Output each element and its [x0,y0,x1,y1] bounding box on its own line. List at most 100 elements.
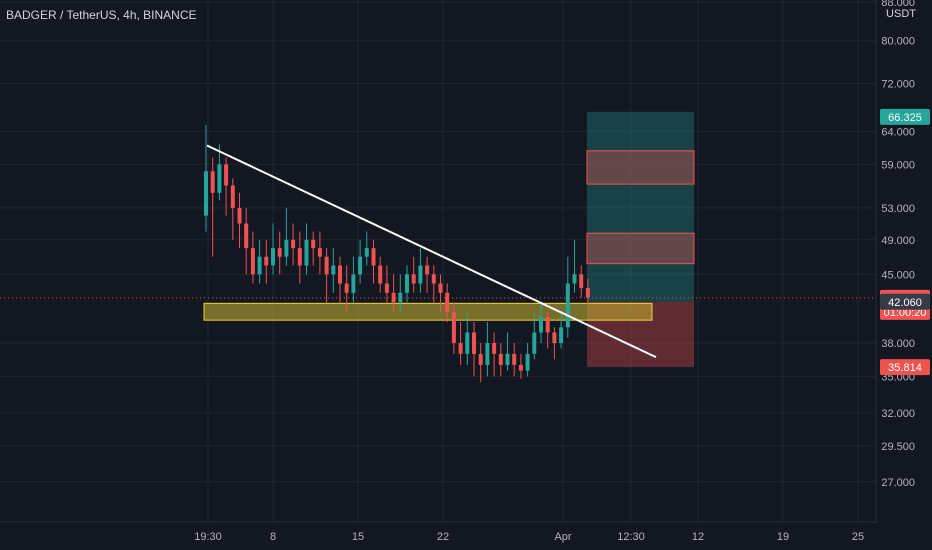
y-axis-bg [876,0,932,550]
candle-44 [498,353,503,365]
candle-57 [585,288,590,298]
candle-6 [244,223,249,249]
price-badge-label: 35.814 [888,362,922,374]
candle-32 [418,265,423,284]
x-tick-label: 22 [437,531,449,543]
x-tick-label: 19 [777,531,789,543]
price-badge-label: 66.325 [888,112,922,124]
y-tick-label: 49.000 [881,235,915,247]
x-axis[interactable]: 19:30 8 15 22 Apr 12:30 12 19 25 [0,521,932,550]
candle-34 [431,274,436,284]
candle-43 [492,343,497,354]
price-badge-bg [880,293,930,310]
y-tick-label: 59.000 [881,159,915,171]
candle-10 [271,248,275,266]
y-tick-label: 72.000 [881,78,915,90]
candle-19 [331,265,336,275]
trendline [206,144,657,359]
y-axis[interactable]: 88.000 80.000 72.000 64.000 59.000 53.000 49.0… [875,0,932,550]
candle-53 [559,327,564,344]
candle-15 [304,239,309,266]
candle-26 [378,265,383,284]
candle-13 [291,239,296,249]
candle-5 [237,207,242,224]
y-tick-label: 64.000 [881,126,915,138]
candle-18 [324,256,329,275]
candle-16 [311,239,316,249]
candle-54 [565,283,570,328]
price-badge-bg [880,108,930,125]
candle-36 [445,292,450,313]
x-tick-label: 19:30 [194,531,222,543]
highlight-box-1 [586,232,695,265]
y-tick-label: 32.000 [881,408,915,420]
candle-28 [391,292,396,303]
price-badge-bg [880,359,930,376]
candle-7 [250,248,255,275]
candle-56 [579,274,584,289]
candle-17 [317,248,322,257]
candle-37 [451,312,456,344]
candle-42 [485,343,490,365]
candle-47 [518,364,523,371]
x-tick-label: 8 [270,531,276,543]
candle-30 [405,274,409,293]
x-tick-label: 12:30 [617,531,645,543]
candle-48 [525,353,530,371]
y-tick-label: 29.500 [881,441,915,453]
candle-14 [297,248,302,266]
y-tick-label: 38.000 [881,338,915,350]
price-badge-label: 42.060 [888,297,922,309]
support-zone [203,302,653,321]
x-tick-label: Apr [554,531,571,543]
candle-35 [438,283,443,293]
candle-3 [224,164,229,186]
position-zones [203,111,695,368]
y-tick-label: 88.000 [881,0,915,9]
drawings [0,144,876,359]
candle-27 [384,283,389,293]
candle-55 [572,274,577,284]
candle-23 [358,256,363,275]
symbol-title[interactable]: BADGER / TetherUS, 4h, BINANCE [6,8,197,22]
candle-38 [458,343,463,354]
candle-11 [277,248,282,257]
candles [204,125,590,383]
x-tick-label: 25 [852,531,864,543]
target-zone [587,111,694,302]
y-tick-label: 45.000 [881,269,915,281]
candle-39 [465,332,470,354]
price-badge-sublabel: 01:00:20 [884,307,927,319]
candle-12 [284,239,289,257]
x-tick-label: 15 [352,531,364,543]
candle-40 [472,332,476,354]
candle-52 [552,332,557,344]
candle-9 [264,256,269,266]
candle-50 [539,317,543,333]
candle-51 [545,317,550,333]
y-tick-label: 53.000 [881,203,915,215]
currency-label[interactable]: USDT [884,8,918,20]
candle-2 [217,164,222,193]
x-axis-bg [0,522,932,550]
candle-24 [364,248,369,257]
candle-22 [351,274,356,293]
y-tick-label: 80.000 [881,36,915,48]
x-tick-label: 12 [692,531,704,543]
candle-31 [411,274,416,284]
candle-1 [210,171,215,193]
candle-25 [371,248,376,266]
grid [0,0,876,522]
candle-8 [257,256,262,275]
candle-45 [505,353,510,365]
candle-0 [204,171,208,216]
y-tick-label: 27.000 [881,477,915,489]
candle-49 [532,332,537,354]
candle-4 [230,185,235,208]
candle-46 [512,353,517,365]
candle-41 [478,353,483,365]
candle-21 [344,283,349,293]
candle-33 [425,265,430,275]
candle-20 [338,265,342,284]
